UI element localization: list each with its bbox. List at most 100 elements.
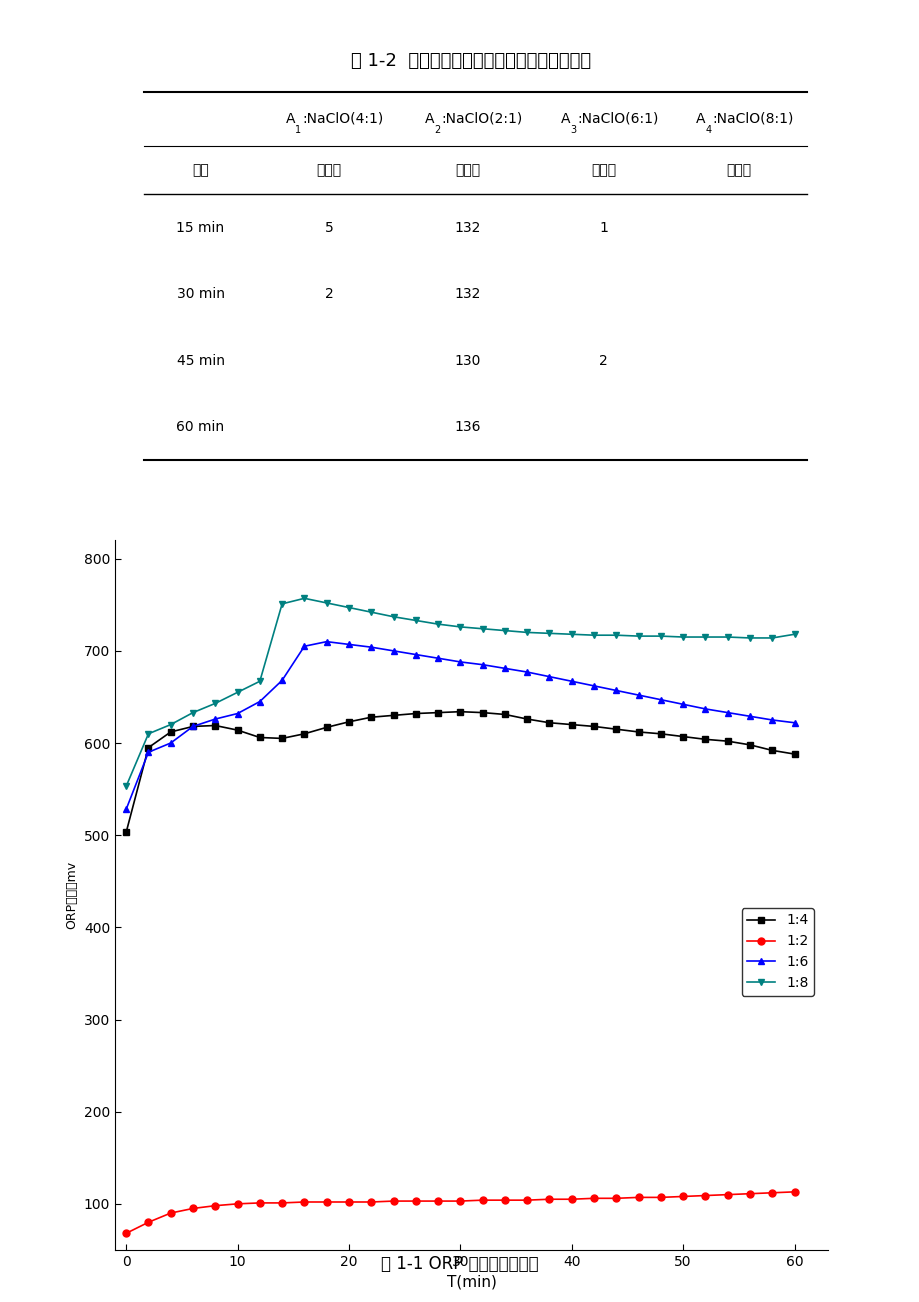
1:2 (499, 1193, 510, 1208)
1:2 (187, 1200, 199, 1216)
1:8 (477, 621, 488, 637)
1:2 (454, 1193, 465, 1208)
1:2 (743, 1186, 754, 1202)
1:2 (232, 1197, 243, 1212)
Text: 5: 5 (324, 220, 333, 234)
Text: 2: 2 (324, 288, 333, 301)
1:8 (410, 613, 421, 629)
1:4 (654, 727, 665, 742)
1:2 (677, 1189, 688, 1204)
1:8 (343, 600, 354, 616)
1:4 (610, 721, 621, 737)
1:2 (142, 1215, 153, 1230)
1:8 (187, 704, 199, 720)
1:8 (543, 625, 554, 641)
1:4 (588, 719, 599, 734)
1:4 (721, 733, 732, 749)
1:6 (654, 691, 665, 707)
1:8 (277, 596, 288, 612)
1:2 (321, 1194, 332, 1210)
Text: 3: 3 (569, 125, 575, 135)
1:8 (321, 595, 332, 611)
Text: :NaClO(6:1): :NaClO(6:1) (576, 112, 658, 126)
1:8 (120, 779, 131, 794)
Text: 1: 1 (598, 220, 607, 234)
Text: :NaClO(8:1): :NaClO(8:1) (711, 112, 793, 126)
1:8 (254, 673, 265, 689)
1:8 (565, 626, 576, 642)
Text: 时间: 时间 (192, 163, 209, 177)
1:4 (210, 717, 221, 733)
1:6 (743, 708, 754, 724)
1:4 (477, 704, 488, 720)
1:6 (588, 678, 599, 694)
1:4 (165, 724, 176, 740)
Text: 45 min: 45 min (176, 354, 224, 367)
1:4 (254, 729, 265, 745)
1:6 (120, 802, 131, 818)
Text: 氰含量: 氰含量 (725, 163, 751, 177)
1:6 (721, 704, 732, 720)
1:8 (789, 626, 800, 642)
1:8 (210, 695, 221, 711)
1:6 (477, 658, 488, 673)
1:2 (165, 1206, 176, 1221)
1:4 (789, 746, 800, 762)
1:4 (388, 707, 399, 723)
1:4 (743, 737, 754, 753)
1:2 (366, 1194, 377, 1210)
1:6 (277, 673, 288, 689)
1:8 (388, 609, 399, 625)
1:6 (388, 643, 399, 659)
1:2 (721, 1187, 732, 1203)
1:8 (142, 727, 153, 742)
1:8 (721, 629, 732, 644)
Text: 氰含量: 氰含量 (455, 163, 480, 177)
1:2 (277, 1195, 288, 1211)
1:8 (699, 629, 710, 644)
Text: 表 1-2  加入不同量次氯酸钠后溶液氰含量变化: 表 1-2 加入不同量次氯酸钠后溶液氰含量变化 (351, 52, 591, 70)
1:8 (632, 629, 643, 644)
1:4 (454, 704, 465, 720)
1:8 (366, 604, 377, 620)
Text: :NaClO(2:1): :NaClO(2:1) (441, 112, 522, 126)
1:6 (499, 660, 510, 676)
1:2 (343, 1194, 354, 1210)
1:6 (565, 673, 576, 689)
1:2 (543, 1191, 554, 1207)
1:4 (632, 724, 643, 740)
1:6 (766, 712, 777, 728)
Text: A: A (560, 112, 570, 126)
1:4 (299, 727, 310, 742)
1:6 (432, 651, 443, 667)
Text: 60 min: 60 min (176, 421, 224, 434)
1:4 (521, 711, 532, 727)
Line: 1:6: 1:6 (122, 638, 797, 812)
1:6 (254, 694, 265, 710)
1:2 (565, 1191, 576, 1207)
Text: 2: 2 (598, 354, 607, 367)
1:2 (699, 1187, 710, 1203)
1:4 (321, 720, 332, 736)
1:2 (254, 1195, 265, 1211)
Text: 氰含量: 氰含量 (316, 163, 341, 177)
1:4 (120, 824, 131, 840)
1:8 (499, 622, 510, 638)
1:6 (232, 706, 243, 721)
X-axis label: T(min): T(min) (446, 1275, 496, 1289)
1:6 (321, 634, 332, 650)
1:8 (610, 628, 621, 643)
1:6 (142, 745, 153, 760)
Line: 1:2: 1:2 (122, 1189, 797, 1237)
1:6 (521, 664, 532, 680)
1:2 (766, 1185, 777, 1200)
1:4 (677, 729, 688, 745)
Y-axis label: ORP单位：mv: ORP单位：mv (65, 861, 78, 930)
1:2 (632, 1190, 643, 1206)
1:4 (499, 707, 510, 723)
1:6 (632, 687, 643, 703)
Text: 30 min: 30 min (176, 288, 224, 301)
1:8 (766, 630, 777, 646)
1:6 (187, 719, 199, 734)
1:6 (410, 647, 421, 663)
